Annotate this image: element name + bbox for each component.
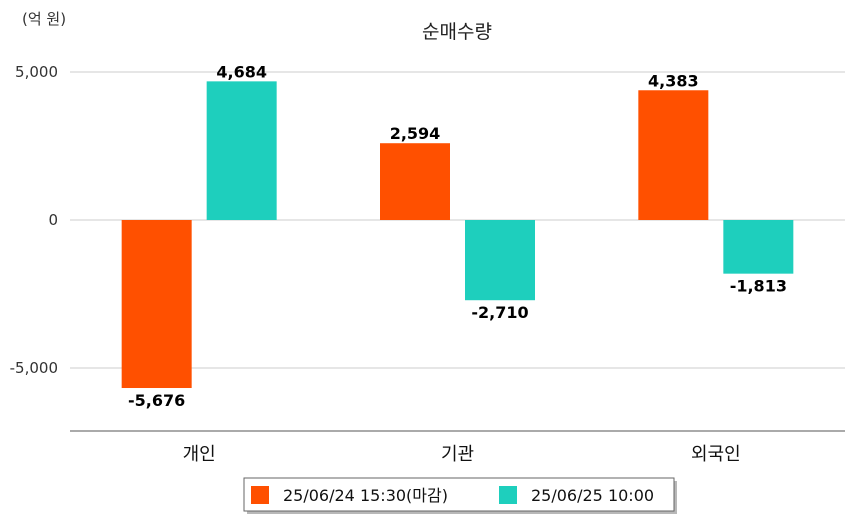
x-tick-label: 기관 bbox=[441, 444, 474, 465]
data-label: 4,383 bbox=[648, 71, 699, 90]
bar bbox=[723, 220, 794, 274]
bar bbox=[380, 143, 450, 220]
data-label: 2,594 bbox=[390, 124, 441, 143]
legend-swatch-series-1 bbox=[251, 486, 269, 504]
bars bbox=[121, 81, 794, 389]
legend-box bbox=[243, 477, 675, 512]
data-labels: -5,676 4,684 2,594 -2,710 4,383 -1,813 bbox=[128, 62, 787, 410]
y-axis-ticks: 5,000 0 -5,000 bbox=[10, 63, 58, 377]
chart-title: 순매수량 bbox=[422, 21, 492, 43]
unit-label: (억 원) bbox=[22, 10, 66, 28]
legend-swatch-series-2 bbox=[499, 486, 517, 504]
legend-label-series-1: 25/06/24 15:30(마감) bbox=[283, 486, 448, 505]
data-label: 4,684 bbox=[216, 62, 267, 81]
data-label: -2,710 bbox=[471, 303, 528, 322]
gridlines bbox=[70, 71, 845, 369]
bar bbox=[465, 220, 535, 301]
data-label: -5,676 bbox=[128, 391, 185, 410]
legend-label-series-2: 25/06/25 10:00 bbox=[531, 486, 654, 505]
data-label: -1,813 bbox=[730, 277, 787, 296]
bar bbox=[638, 90, 709, 220]
y-tick-label: -5,000 bbox=[10, 359, 58, 377]
x-tick-label: 외국인 bbox=[691, 444, 741, 465]
x-axis-ticks: 개인 기관 외국인 bbox=[183, 444, 741, 465]
bar bbox=[121, 220, 192, 389]
bar bbox=[206, 81, 277, 220]
x-tick-label: 개인 bbox=[183, 444, 216, 465]
y-tick-label: 0 bbox=[48, 211, 58, 229]
legend: 25/06/24 15:30(마감) 25/06/25 10:00 bbox=[243, 477, 677, 514]
y-tick-label: 5,000 bbox=[15, 63, 58, 81]
